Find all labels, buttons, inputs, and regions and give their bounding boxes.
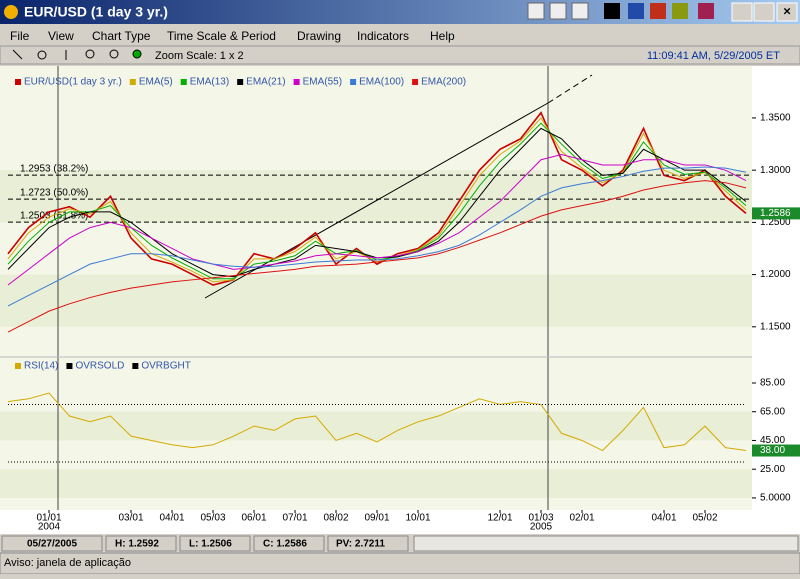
legend-swatch bbox=[293, 79, 300, 85]
toolbar-icons bbox=[527, 2, 714, 20]
band bbox=[0, 469, 752, 498]
legend-swatch bbox=[132, 363, 139, 369]
legend-label: EUR/USD(1 day 3 yr.) bbox=[24, 77, 122, 88]
x-tick-label: 01/01 bbox=[36, 513, 61, 524]
menu-item[interactable]: Drawing bbox=[297, 29, 341, 43]
legend-label: EMA(5) bbox=[139, 77, 173, 88]
x-tick-label: 03/01 bbox=[118, 513, 143, 524]
trend-line bbox=[204, 102, 549, 299]
legend-swatch bbox=[180, 79, 187, 85]
legend-label: EMA(21) bbox=[246, 77, 285, 88]
legend-swatch bbox=[350, 79, 357, 85]
band bbox=[0, 411, 752, 441]
legend-swatch bbox=[66, 363, 73, 369]
y-tick-label: 25.00 bbox=[760, 464, 785, 475]
y-tick-label: 1.1500 bbox=[760, 321, 791, 332]
x-year-label: 2005 bbox=[530, 522, 553, 533]
minimize-button[interactable] bbox=[731, 2, 753, 22]
y-tick-label: 85.00 bbox=[760, 378, 785, 389]
series-line bbox=[7, 392, 747, 452]
notice: Aviso: janela de aplicação bbox=[4, 557, 131, 569]
menu-item[interactable]: File bbox=[10, 29, 30, 43]
y-tick-label: 45.00 bbox=[760, 435, 785, 446]
tool-buttons[interactable] bbox=[12, 49, 142, 60]
trend-line-extension bbox=[547, 74, 593, 104]
current-value-box bbox=[752, 444, 800, 457]
legend-label: OVRBGHT bbox=[141, 361, 190, 372]
status-bar bbox=[0, 534, 800, 552]
value-axis-area bbox=[752, 66, 800, 510]
menu-item[interactable]: Chart Type bbox=[92, 29, 151, 43]
y-tick-label: 5.0000 bbox=[760, 493, 791, 504]
x-tick-label: 04/01 bbox=[651, 513, 676, 524]
legend-swatch bbox=[412, 79, 419, 85]
y-tick-label: 65.00 bbox=[760, 406, 785, 417]
legend-label: RSI(14) bbox=[24, 361, 58, 372]
x-tick-label: 06/01 bbox=[241, 513, 266, 524]
x-tick-label: 07/01 bbox=[282, 513, 307, 524]
status-high: H: 1.2592 bbox=[115, 539, 159, 550]
y-tick-label: 1.2500 bbox=[760, 217, 791, 228]
x-tick-label: 04/01 bbox=[159, 513, 184, 524]
menu-item[interactable]: Indicators bbox=[357, 29, 409, 43]
x-tick-label: 05/02 bbox=[692, 513, 717, 524]
legend-label: EMA(100) bbox=[359, 77, 404, 88]
scrollbar[interactable] bbox=[413, 535, 799, 552]
current-value-box bbox=[752, 207, 800, 220]
time-axis-area bbox=[0, 510, 800, 534]
maximize-button[interactable] bbox=[753, 2, 775, 22]
current-value-label: 1.2586 bbox=[760, 208, 791, 219]
status-low: L: 1.2506 bbox=[189, 539, 232, 550]
toolbar bbox=[0, 45, 800, 65]
x-tick-label: 09/01 bbox=[364, 513, 389, 524]
series-line bbox=[7, 166, 747, 307]
menu-item[interactable]: View bbox=[48, 29, 74, 43]
x-tick-label: 08/02 bbox=[323, 513, 348, 524]
y-tick-label: 1.3500 bbox=[760, 113, 791, 124]
menu-bar bbox=[0, 26, 800, 46]
legend-swatch bbox=[237, 79, 244, 85]
current-value-label: 38.00 bbox=[760, 445, 785, 456]
fibonacci-label: 1.2723 (50.0%) bbox=[20, 188, 88, 199]
status-close: C: 1.2586 bbox=[263, 539, 307, 550]
clock: 11:09:41 AM, 5/29/2005 ET bbox=[647, 50, 780, 62]
series-line bbox=[7, 153, 747, 286]
y-tick-label: 1.2000 bbox=[760, 269, 791, 280]
fibonacci-label: 1.2503 (61.8%) bbox=[20, 211, 88, 222]
legend-swatch bbox=[15, 79, 21, 85]
close-button[interactable] bbox=[776, 2, 798, 22]
band bbox=[0, 170, 752, 223]
x-tick-label: 01/03 bbox=[528, 513, 553, 524]
legend-label: EMA(200) bbox=[421, 77, 466, 88]
y-tick-label: 1.3000 bbox=[760, 165, 791, 176]
fibonacci-label: 1.2953 (38.2%) bbox=[20, 164, 88, 175]
menu-item[interactable]: Time Scale & Period bbox=[167, 29, 276, 43]
legend-swatch bbox=[15, 363, 21, 369]
menu-item[interactable]: Help bbox=[430, 29, 455, 43]
app-icon bbox=[4, 5, 18, 19]
x-tick-label: 05/03 bbox=[200, 513, 225, 524]
x-tick-label: 02/01 bbox=[569, 513, 594, 524]
x-year-label: 2004 bbox=[38, 522, 61, 533]
legend-label: EMA(13) bbox=[190, 77, 229, 88]
zoom-scale: Zoom Scale: 1 x 2 bbox=[155, 50, 244, 62]
title-bar bbox=[0, 0, 800, 24]
x-tick-label: 12/01 bbox=[487, 513, 512, 524]
status-pv: PV: 2.7211 bbox=[336, 539, 385, 550]
legend-label: EMA(55) bbox=[303, 77, 342, 88]
legend-swatch bbox=[129, 79, 136, 85]
window-title: EUR/USD (1 day 3 yr.) bbox=[24, 4, 168, 20]
legend-label: OVRSOLD bbox=[75, 361, 124, 372]
band bbox=[0, 274, 752, 327]
plots bbox=[0, 170, 752, 498]
close-glyph: × bbox=[783, 3, 791, 18]
x-tick-label: 10/01 bbox=[405, 513, 430, 524]
series-line bbox=[7, 180, 747, 333]
series-line bbox=[7, 111, 747, 286]
status-date: 05/27/2005 bbox=[27, 539, 77, 550]
